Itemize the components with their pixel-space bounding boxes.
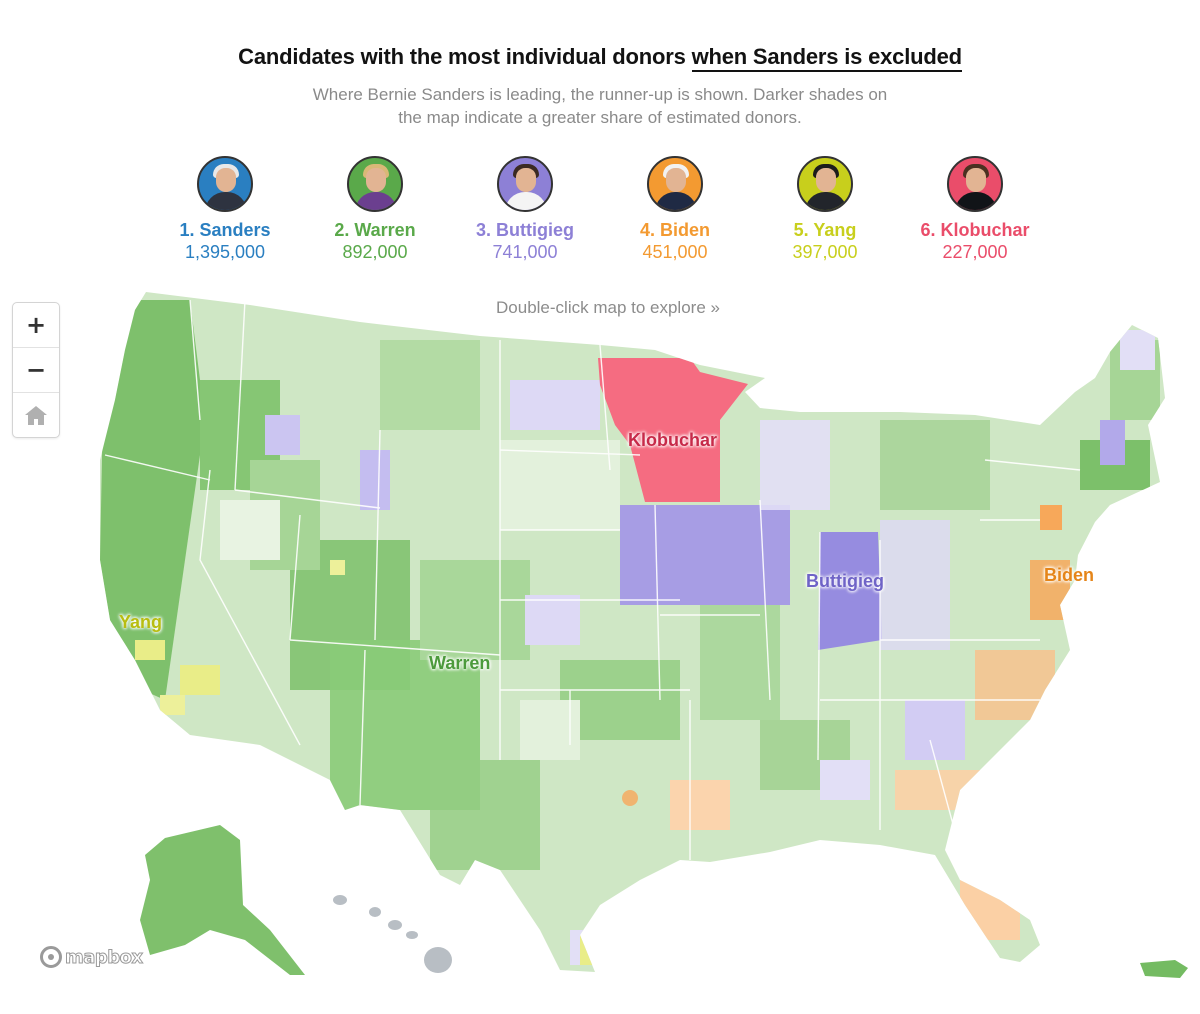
candidate-donors: 741,000 bbox=[492, 242, 558, 262]
candidate-name: 4. Biden bbox=[639, 220, 710, 240]
candidate-sanders: 1. Sanders 1,395,000 bbox=[150, 156, 300, 263]
map-label-biden: Biden bbox=[1044, 565, 1095, 585]
sanders-avatar-icon bbox=[197, 156, 253, 212]
state-borders bbox=[104, 299, 1081, 860]
klobuchar-avatar-icon bbox=[947, 156, 1003, 212]
mapbox-attribution[interactable]: mapbox bbox=[40, 942, 144, 972]
county-shading bbox=[100, 292, 1165, 972]
home-icon bbox=[25, 406, 47, 425]
candidate-name: 1. Sanders bbox=[179, 220, 271, 240]
candidate-donors: 397,000 bbox=[792, 242, 858, 262]
candidate-legend: 1. Sanders 1,395,000 2. Warren 892,000 3… bbox=[150, 156, 1050, 266]
map-label-buttigieg: Buttigieg bbox=[806, 571, 884, 591]
title-highlight[interactable]: when Sanders is excluded bbox=[691, 44, 962, 72]
candidate-warren: 2. Warren 892,000 bbox=[300, 156, 450, 263]
zoom-out-button[interactable]: − bbox=[13, 348, 59, 393]
candidate-donors: 1,395,000 bbox=[184, 242, 266, 262]
candidate-name: 6. Klobuchar bbox=[920, 220, 1030, 240]
buttigieg-avatar-icon bbox=[497, 156, 553, 212]
mapbox-wordmark: mapbox bbox=[65, 946, 144, 968]
warren-avatar-icon bbox=[347, 156, 403, 212]
map-subtitle: Where Bernie Sanders is leading, the run… bbox=[312, 85, 888, 127]
map-zoom-controls: + − bbox=[12, 302, 60, 438]
candidate-name: 3. Buttigieg bbox=[476, 220, 574, 240]
reset-view-button[interactable] bbox=[13, 393, 59, 437]
candidate-klobuchar: 6. Klobuchar 227,000 bbox=[900, 156, 1050, 263]
candidate-donors: 227,000 bbox=[942, 242, 1008, 262]
map-label-yang: Yang bbox=[119, 612, 163, 632]
map-title: Candidates with the most individual dono… bbox=[0, 44, 1200, 72]
puerto-rico-shape bbox=[1140, 960, 1188, 978]
candidate-yang: 5. Yang 397,000 bbox=[750, 156, 900, 263]
biden-avatar-icon bbox=[647, 156, 703, 212]
candidate-buttigieg: 3. Buttigieg 741,000 bbox=[450, 156, 600, 263]
map-label-warren: Warren bbox=[429, 653, 491, 673]
alaska-shape bbox=[140, 825, 305, 975]
title-prefix: Candidates with the most individual dono… bbox=[238, 44, 692, 69]
candidate-name: 2. Warren bbox=[334, 220, 416, 240]
zoom-in-button[interactable]: + bbox=[13, 303, 59, 348]
map-label-klobuchar: Klobuchar bbox=[628, 430, 718, 450]
candidate-name: 5. Yang bbox=[793, 220, 857, 240]
mapbox-logo-icon bbox=[40, 946, 62, 968]
map-explore-hint[interactable]: Double-click map to explore » bbox=[496, 298, 720, 317]
candidate-donors: 451,000 bbox=[642, 242, 708, 262]
candidate-donors: 892,000 bbox=[342, 242, 408, 262]
candidate-biden: 4. Biden 451,000 bbox=[600, 156, 750, 263]
yang-avatar-icon bbox=[797, 156, 853, 212]
hawaii-shape bbox=[333, 895, 452, 973]
